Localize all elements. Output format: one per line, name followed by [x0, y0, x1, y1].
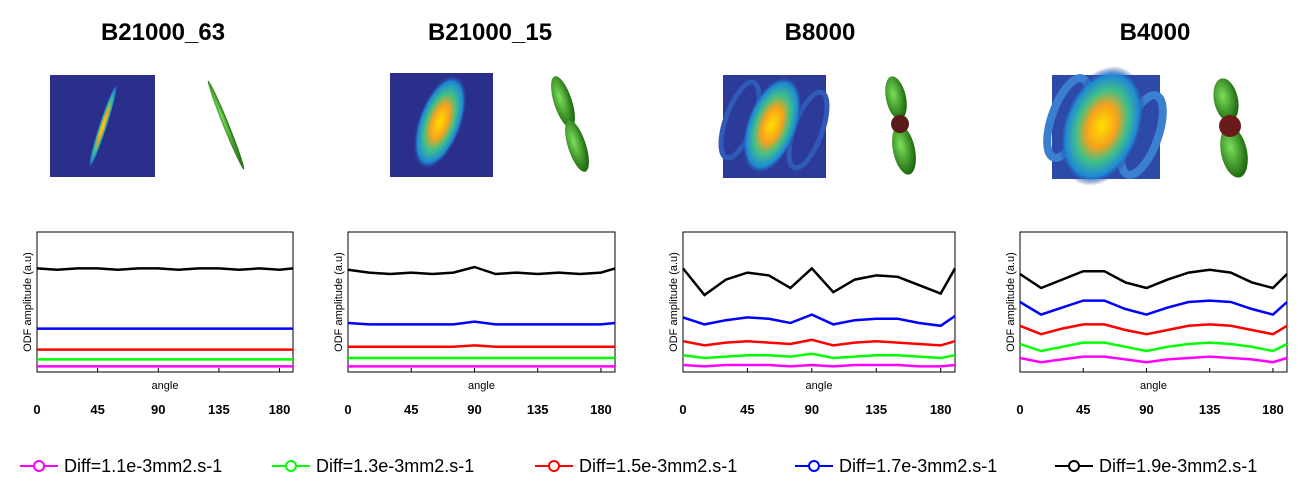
series-line [1019, 323, 1288, 336]
series-line [348, 344, 615, 349]
heatmap [718, 75, 830, 178]
legend-label: Diff=1.7e-3mm2.s-1 [839, 456, 997, 476]
series-line [682, 363, 956, 368]
x-tick-label: 45 [404, 402, 418, 417]
x-axis-label: angle [468, 380, 495, 392]
x-tick-label: 0 [344, 402, 351, 417]
series-line [1019, 268, 1288, 290]
plot-frame [682, 231, 956, 373]
legend-marker [33, 460, 45, 472]
x-axis-label: angle [806, 380, 833, 392]
x-tick-label: 135 [865, 402, 887, 417]
heatmap [50, 75, 155, 177]
plot-frame [347, 231, 616, 373]
chart-title: B21000_63 [101, 19, 225, 46]
plot-frame [1019, 231, 1288, 373]
x-tick-label: 135 [527, 402, 549, 417]
series-line [682, 266, 957, 297]
series-line [347, 320, 616, 326]
x-tick-label: 180 [590, 402, 612, 417]
series-line [1019, 355, 1288, 364]
series-line [682, 338, 956, 347]
legend-marker [808, 460, 820, 472]
x-tick-label: 0 [679, 402, 686, 417]
y-axis-label: ODF amplitude (a.u) [668, 252, 680, 352]
x-tick-label: 0 [1016, 402, 1023, 417]
x-tick-label: 90 [467, 402, 481, 417]
x-tick-label: 180 [1262, 402, 1284, 417]
chart-title: B8000 [785, 19, 856, 46]
series-line [1019, 299, 1288, 316]
x-tick-label: 90 [1139, 402, 1153, 417]
legend-marker [548, 460, 560, 472]
legend-label: Diff=1.9e-3mm2.s-1 [1099, 456, 1257, 476]
x-tick-label: 45 [740, 402, 754, 417]
chart-title: B21000_15 [428, 19, 552, 46]
x-tick-label: 180 [269, 402, 291, 417]
y-axis-label: ODF amplitude (a.u) [1005, 252, 1017, 352]
series-line [347, 265, 616, 276]
y-axis-label: ODF amplitude (a.u) [22, 252, 34, 352]
legend-marker [1068, 460, 1080, 472]
plot-frame [36, 231, 294, 373]
heatmap [390, 73, 493, 177]
odf-glyph [1213, 78, 1248, 178]
x-tick-label: 45 [90, 402, 104, 417]
odf-glyph [885, 76, 916, 175]
odf-glyph [551, 76, 589, 172]
x-tick-label: 135 [1199, 402, 1221, 417]
x-axis-label: angle [1140, 380, 1167, 392]
legend-marker [285, 460, 297, 472]
legend-label: Diff=1.5e-3mm2.s-1 [579, 456, 737, 476]
legend-label: Diff=1.3e-3mm2.s-1 [316, 456, 474, 476]
series-line [682, 313, 956, 328]
chart-title: B4000 [1120, 19, 1191, 46]
series-line [1019, 341, 1288, 353]
x-axis-label: angle [152, 380, 179, 392]
legend-label: Diff=1.1e-3mm2.s-1 [64, 456, 222, 476]
odf-glyph [207, 80, 245, 170]
y-axis-label: ODF amplitude (a.u) [333, 252, 345, 352]
series-line [36, 267, 294, 272]
x-tick-label: 90 [151, 402, 165, 417]
series-line [682, 352, 956, 360]
x-tick-label: 135 [208, 402, 230, 417]
heatmap [1043, 66, 1167, 186]
x-tick-label: 45 [1076, 402, 1090, 417]
x-tick-label: 180 [930, 402, 952, 417]
x-tick-label: 0 [33, 402, 40, 417]
x-tick-label: 90 [805, 402, 819, 417]
